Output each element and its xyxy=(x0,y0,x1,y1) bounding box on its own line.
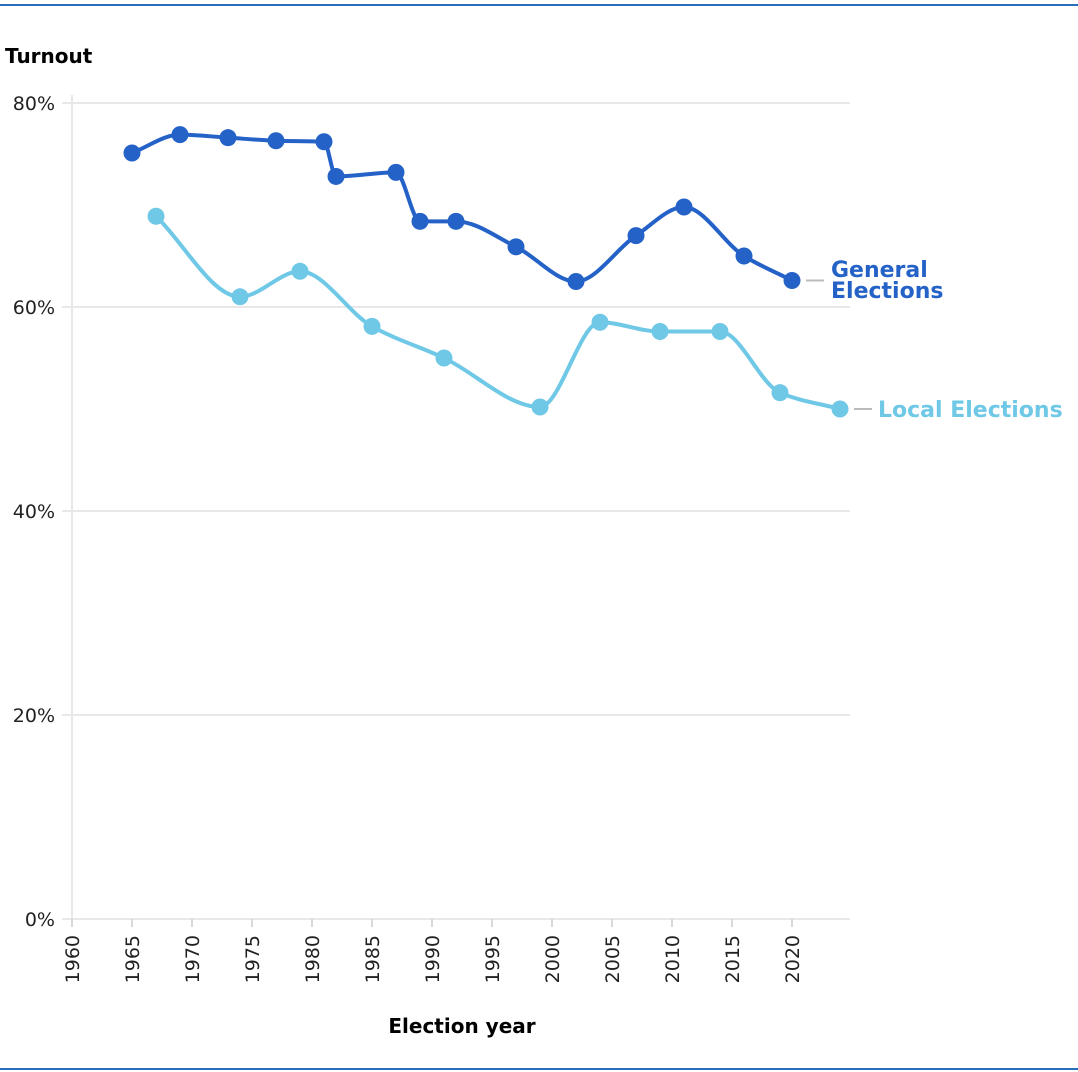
x-axis-title: Election year xyxy=(388,1014,535,1038)
data-point xyxy=(831,400,849,418)
x-tick-label: 2000 xyxy=(542,935,564,983)
x-tick-label: 1995 xyxy=(482,935,504,983)
data-point xyxy=(171,126,189,144)
data-point xyxy=(327,167,345,185)
data-point xyxy=(567,273,585,290)
data-point xyxy=(711,322,729,340)
x-tick-label: 1970 xyxy=(182,935,204,983)
bottom-rule xyxy=(0,1068,1078,1070)
series-local-elections: Local Elections xyxy=(147,207,1063,423)
data-point xyxy=(735,247,753,265)
series-line xyxy=(130,132,794,284)
data-point xyxy=(675,198,693,216)
data-point xyxy=(291,262,309,280)
x-tick-label: 2020 xyxy=(782,935,804,983)
x-tick-label: 2010 xyxy=(662,935,684,983)
data-point xyxy=(231,288,249,306)
data-point xyxy=(411,212,429,230)
data-point xyxy=(783,271,801,289)
y-tick-label: 0% xyxy=(25,909,55,931)
x-tick-label: 2015 xyxy=(722,935,744,983)
y-tick-label: 60% xyxy=(13,297,55,319)
top-rule xyxy=(0,4,1078,6)
data-point xyxy=(219,129,237,147)
data-point xyxy=(363,317,381,335)
series-general-elections: General Elections xyxy=(123,126,943,304)
y-tick-label: 80% xyxy=(13,93,55,115)
series-label: General Elections xyxy=(831,258,943,304)
data-point xyxy=(315,133,333,151)
data-point xyxy=(447,212,465,230)
data-point xyxy=(651,322,669,340)
data-point xyxy=(507,238,525,256)
x-tick-label: 1960 xyxy=(62,935,84,983)
data-point xyxy=(435,349,453,367)
data-point xyxy=(531,398,549,416)
y-tick-label: 20% xyxy=(13,705,55,727)
data-point xyxy=(147,207,165,225)
y-axis-title: Turnout xyxy=(5,44,93,68)
data-point xyxy=(771,384,789,402)
series-label: Local Elections xyxy=(878,398,1063,423)
y-tick-label: 40% xyxy=(13,501,55,523)
data-point xyxy=(123,144,141,162)
x-tick-label: 1985 xyxy=(362,935,384,983)
x-tick-label: 2005 xyxy=(602,935,624,983)
data-point xyxy=(387,163,405,181)
x-tick-label: 1990 xyxy=(422,935,444,983)
series-line xyxy=(154,214,842,411)
x-tick-label: 1980 xyxy=(302,935,324,983)
data-point xyxy=(267,132,285,150)
x-tick-label: 1975 xyxy=(242,935,264,983)
data-point xyxy=(591,313,609,331)
data-point xyxy=(627,227,645,245)
x-tick-label: 1965 xyxy=(122,935,144,983)
